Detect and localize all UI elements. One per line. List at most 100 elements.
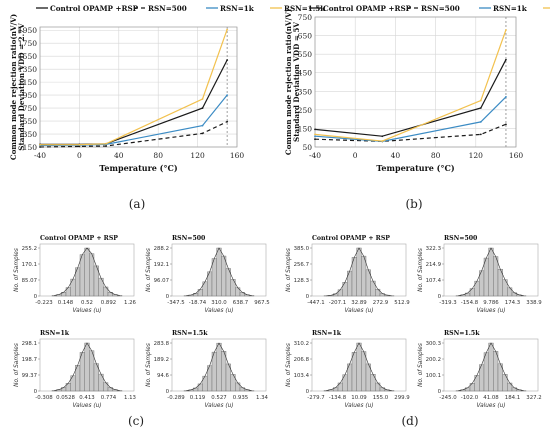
y-axis-label: Common mode rejection ratio(nV/V) bbox=[284, 9, 293, 155]
histogram-bar bbox=[351, 352, 357, 392]
y-tick-label: 94.6 bbox=[157, 373, 170, 379]
y-tick-label: 250 bbox=[298, 106, 313, 115]
x-tick-label: -0.223 bbox=[35, 300, 52, 306]
histogram-bar bbox=[89, 253, 95, 297]
plot-area bbox=[314, 16, 517, 148]
x-tick-label: 155.0 bbox=[373, 395, 389, 401]
y-tick-label: 298.1 bbox=[22, 341, 37, 347]
x-axis-label: Temperature (°C) bbox=[99, 163, 177, 173]
y-tick-label: 0 bbox=[438, 389, 442, 395]
y-tick-label: 0 bbox=[438, 294, 442, 300]
line-chart-b: 50 150 250 350 450 550 650 750 -40 0 40 80 120 160 Con… bbox=[284, 4, 550, 173]
y-tick-label: 0 bbox=[306, 294, 310, 300]
x-tick-label: 0 bbox=[353, 151, 358, 160]
legend-entry: RSN=1.5k bbox=[284, 4, 326, 13]
y-tick-label: 128.3 bbox=[294, 278, 309, 284]
data-point bbox=[479, 133, 482, 136]
panel-label: (a) bbox=[129, 197, 146, 211]
x-tick-label: 40 bbox=[391, 151, 401, 160]
x-tick-label: -279.7 bbox=[307, 395, 324, 401]
y-tick-label: 283.8 bbox=[154, 341, 170, 347]
histogram-bar bbox=[483, 257, 489, 297]
x-tick-label: 272.9 bbox=[373, 300, 389, 306]
histogram-bar bbox=[375, 382, 381, 392]
data-point bbox=[201, 132, 204, 135]
y-tick-label: 1150 bbox=[18, 78, 37, 87]
series-line-rsn-1k bbox=[314, 96, 507, 143]
y-tick-label: 1750 bbox=[18, 39, 37, 48]
data-point bbox=[505, 123, 507, 126]
line-chart-a: 150 350 550 750 950 1150 1350 1550 1750 1950 -40 0 4… bbox=[9, 4, 326, 173]
histogram-bar bbox=[103, 286, 109, 297]
series-line-control-opamp-rsp bbox=[314, 59, 507, 137]
y-tick-label: 0 bbox=[34, 389, 38, 395]
x-tick-label: 967.5 bbox=[254, 300, 269, 306]
series-line-control-opamp-rsp bbox=[40, 59, 228, 145]
x-tick-label: 0.119 bbox=[190, 395, 206, 401]
plot-area bbox=[39, 26, 238, 148]
data-point bbox=[201, 98, 204, 100]
x-tick-label: 80 bbox=[431, 151, 441, 160]
histogram-bar bbox=[361, 255, 367, 297]
x-tick-label: -207.1 bbox=[329, 300, 346, 306]
data-point bbox=[226, 94, 229, 97]
histogram-bar bbox=[79, 254, 85, 297]
data-point bbox=[314, 133, 316, 136]
histogram-bar bbox=[361, 351, 367, 392]
y-axis-label: No. of Samples bbox=[146, 343, 152, 387]
x-tick-label: 638.7 bbox=[233, 300, 248, 306]
y-axis-label: No. of Samples bbox=[418, 343, 424, 387]
histogram-bar bbox=[89, 350, 95, 392]
y-axis-label: Standard Deviation VDD = 5V bbox=[292, 22, 301, 142]
data-point bbox=[381, 135, 384, 138]
x-tick-label: 174.3 bbox=[505, 300, 520, 306]
data-point bbox=[505, 29, 507, 31]
histogram-bar bbox=[79, 352, 85, 392]
series-line-rsn-1-5k bbox=[314, 29, 507, 142]
x-tick-label: -18.74 bbox=[189, 300, 207, 306]
y-axis-label: Standard Deviation VDD = 2.7V bbox=[17, 23, 26, 151]
x-tick-label: 80 bbox=[153, 151, 163, 160]
histogram-bar bbox=[493, 351, 499, 392]
x-axis-label: Values (u) bbox=[204, 403, 233, 409]
histogram-title: RSN=500 bbox=[172, 235, 206, 242]
histogram-bar bbox=[375, 288, 381, 297]
histogram-bar bbox=[507, 287, 513, 297]
x-tick-label: -245.0 bbox=[439, 395, 457, 401]
legend-entry: RSN=1k bbox=[493, 4, 528, 13]
data-point bbox=[226, 59, 229, 61]
data-point bbox=[505, 95, 507, 98]
x-tick-label: 120 bbox=[469, 151, 484, 160]
x-tick-label: 0.935 bbox=[233, 395, 248, 401]
data-point bbox=[314, 135, 316, 138]
x-tick-label: 120 bbox=[190, 151, 205, 160]
y-tick-label: 0 bbox=[166, 389, 170, 395]
histogram-bar bbox=[337, 289, 343, 297]
legend-entry: RSN=1k bbox=[220, 4, 255, 13]
histogram-title: RSN=1.5k bbox=[444, 330, 480, 337]
y-tick-label: 0 bbox=[166, 294, 170, 300]
y-tick-label: 103.4 bbox=[294, 373, 310, 379]
x-tick-label: 299.9 bbox=[394, 395, 410, 401]
x-axis-label: Values (u) bbox=[476, 308, 505, 314]
data-point bbox=[226, 120, 229, 123]
histogram-bar bbox=[216, 342, 222, 392]
histogram-bar bbox=[221, 351, 227, 392]
x-axis-label: Values (u) bbox=[72, 308, 101, 314]
y-axis-label: No. of Samples bbox=[286, 343, 292, 387]
distribution-curve bbox=[326, 342, 392, 391]
x-tick-label: -0.289 bbox=[167, 395, 185, 401]
y-tick-label: 0 bbox=[34, 294, 38, 300]
histogram-bar bbox=[337, 382, 343, 392]
y-tick-label: 99.37 bbox=[22, 373, 37, 379]
data-point bbox=[201, 107, 204, 109]
y-tick-label: 650 bbox=[298, 32, 313, 41]
y-tick-label: 96.07 bbox=[154, 278, 169, 284]
x-tick-label: 32.89 bbox=[351, 300, 367, 306]
x-tick-label: 0.52 bbox=[81, 300, 93, 306]
y-axis-label: No. of Samples bbox=[14, 248, 20, 292]
y-tick-label: 0 bbox=[306, 389, 310, 395]
